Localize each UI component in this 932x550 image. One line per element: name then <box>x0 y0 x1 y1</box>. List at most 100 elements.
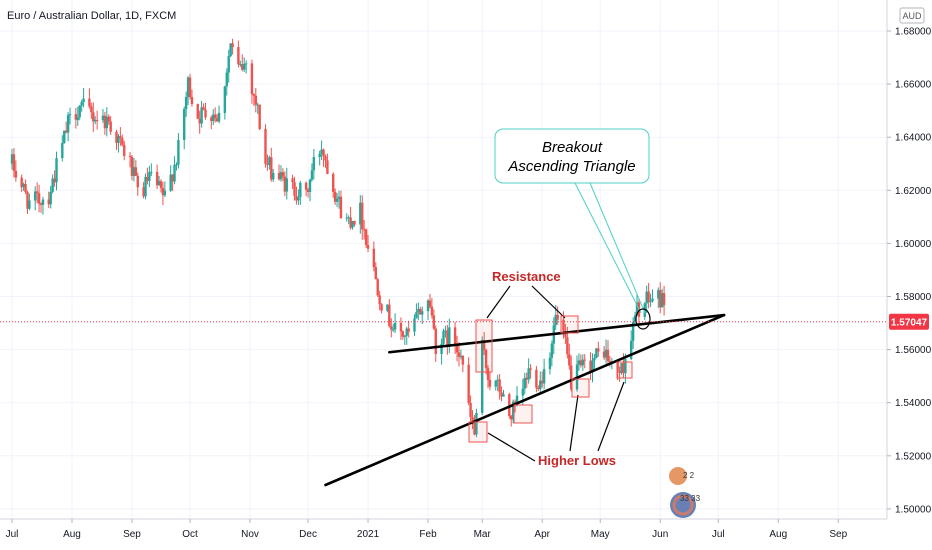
candle <box>390 318 393 338</box>
candle <box>595 348 598 359</box>
candle-body <box>78 105 81 118</box>
candle-body <box>312 157 316 171</box>
candle <box>94 116 97 125</box>
candle-body <box>624 358 627 374</box>
candle-body <box>157 181 161 186</box>
candle-body <box>90 106 93 113</box>
candle-body <box>237 47 240 65</box>
candle <box>155 164 159 190</box>
candle <box>231 38 234 55</box>
price-tick-label: 1.52000 <box>895 451 932 462</box>
candle <box>631 317 635 349</box>
candle <box>320 140 323 161</box>
chart-title: Euro / Australian Dollar, 1D, FXCM <box>7 10 176 22</box>
candle-body <box>200 107 203 124</box>
candle-body <box>155 171 159 186</box>
candle-body <box>34 191 37 201</box>
candle-body <box>434 328 437 354</box>
watermark-text-1: 2 2 <box>683 471 695 480</box>
candle-body <box>521 388 525 396</box>
candle <box>461 354 465 373</box>
candle-body <box>64 130 68 133</box>
watermark-logo: 2 2 33 33 <box>669 467 701 518</box>
candle <box>407 320 410 338</box>
breakout-callout-line1: Breakout <box>542 139 603 156</box>
higher-lows-pointer-2 <box>569 394 579 452</box>
candle <box>591 353 594 383</box>
breakout-callout-line2: Ascending Triangle <box>507 158 635 175</box>
candle-body <box>53 178 56 183</box>
candle-body <box>306 189 310 192</box>
candle-body <box>494 380 497 387</box>
candle-body <box>66 114 70 133</box>
candle <box>453 322 457 355</box>
candle-body <box>324 156 327 161</box>
candle <box>68 107 72 125</box>
candle-body <box>61 142 64 159</box>
candle-body <box>320 149 323 154</box>
candle-body <box>345 217 348 219</box>
candle <box>200 100 203 128</box>
candle-body <box>448 327 451 346</box>
candle-body <box>119 136 122 139</box>
candle <box>645 285 648 314</box>
candle-body <box>256 104 259 106</box>
candle <box>297 189 300 205</box>
candle <box>277 164 281 181</box>
candle-body <box>186 77 190 97</box>
candle <box>171 173 174 192</box>
candle <box>41 196 45 215</box>
candle <box>455 335 459 362</box>
candle-body <box>335 198 339 202</box>
watermark-badge-bottom-ring <box>672 494 694 516</box>
candlestick-series <box>10 38 666 438</box>
currency-badge[interactable] <box>899 7 925 24</box>
candle-body <box>591 360 594 373</box>
candle-body <box>508 394 511 416</box>
candle-body <box>407 328 410 332</box>
candle-body <box>486 368 490 380</box>
candle-body <box>500 392 503 397</box>
resistance-pointer-right <box>531 285 566 319</box>
candle-body <box>250 63 254 95</box>
candle <box>535 365 538 393</box>
candle <box>413 314 416 336</box>
candle-body <box>540 380 544 384</box>
candle <box>537 385 540 392</box>
trendline-resistance <box>388 313 726 354</box>
candle <box>39 202 43 213</box>
candle <box>159 179 163 193</box>
candle <box>47 191 50 209</box>
candle-body <box>231 43 234 48</box>
candle <box>440 338 443 365</box>
candle-body <box>347 217 350 219</box>
candle-body <box>175 164 178 166</box>
candle <box>326 153 329 175</box>
candle <box>270 147 273 182</box>
candle <box>241 54 244 72</box>
candle-body <box>597 348 600 352</box>
candle <box>405 326 408 345</box>
candle-body <box>190 96 194 105</box>
candle-body <box>446 330 449 346</box>
candle-body <box>351 220 354 228</box>
candle <box>457 342 461 367</box>
candle <box>577 353 581 371</box>
candle-body <box>291 178 294 183</box>
candle-body <box>419 308 422 315</box>
candle-body <box>144 176 147 197</box>
candle-body <box>380 304 383 311</box>
higher-lows-label: Higher Lows <box>538 453 616 468</box>
candle-body <box>24 183 27 193</box>
candle-body <box>213 114 217 119</box>
chart-annotations: Resistance Higher Lows Breakout Ascendin… <box>468 128 651 468</box>
candle-body <box>281 172 285 177</box>
candle-body <box>332 173 335 192</box>
candle <box>291 174 294 189</box>
candle <box>399 317 403 341</box>
candle-body <box>239 64 242 66</box>
candle-body <box>339 196 343 219</box>
candle <box>421 306 424 324</box>
candle <box>308 178 312 202</box>
candle-body <box>35 191 39 194</box>
